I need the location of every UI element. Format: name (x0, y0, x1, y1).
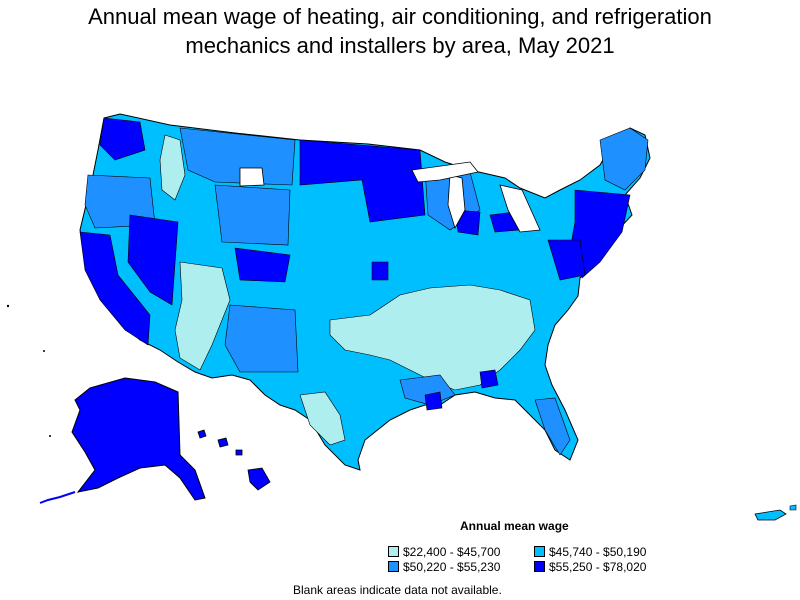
lake-huron-erie (499, 184, 541, 233)
hawaii-island-1 (197, 429, 207, 439)
map-title-line-2: mechanics and installers by area, May 20… (185, 33, 615, 58)
legend-item-low: $22,400 - $45,700 (388, 546, 500, 558)
legend-label-mid-high: $50,220 - $55,230 (403, 560, 501, 574)
region-high-kansas-city (371, 261, 389, 281)
offshore-dot-3 (49, 435, 51, 437)
map-title: Annual mean wage of heating, air conditi… (0, 2, 800, 60)
region-mid-oregon (84, 174, 156, 229)
hawaii-island-2 (217, 437, 229, 448)
region-high-minnesota (299, 139, 426, 223)
region-mid-newmexico (224, 304, 299, 373)
virgin-islands-shape (789, 504, 797, 511)
region-high-california (79, 231, 151, 346)
hawaii-island-3 (235, 449, 243, 456)
lake-michigan (447, 174, 466, 230)
legend-item-mid-high: $50,220 - $55,230 (388, 561, 500, 573)
puerto-rico-shape (754, 509, 787, 521)
offshore-dot-1 (6, 304, 10, 308)
region-high-newengland (569, 189, 631, 279)
alaska-shape (71, 377, 206, 501)
alaska-aleutians (39, 491, 76, 504)
legend-swatch-mid-high (388, 561, 399, 572)
legend-label-low: $22,400 - $45,700 (403, 545, 501, 559)
region-high-nevada (127, 214, 179, 306)
region-mid-gulf (399, 374, 456, 406)
legend-title: Annual mean wage (460, 519, 569, 533)
region-low-southwest (174, 261, 231, 371)
region-high-atlanta (479, 369, 499, 389)
legend-swatch-low (388, 546, 399, 557)
legend-label-mid-low: $45,740 - $50,190 (549, 545, 647, 559)
lake-superior (411, 161, 479, 183)
legend-swatch-high (534, 561, 545, 572)
region-high-midatlantic (547, 239, 586, 281)
region-low-texas (299, 391, 346, 446)
legend-label-high: $55,250 - $78,020 (549, 560, 647, 574)
offshore-dot-2 (43, 350, 45, 352)
region-mid-florida (534, 397, 571, 456)
map-title-line-1: Annual mean wage of heating, air conditi… (88, 4, 712, 29)
legend-swatch-mid-low (534, 546, 545, 557)
region-low-south (329, 284, 536, 391)
region-mid-wyoming (214, 184, 291, 246)
blank-areas-note: Blank areas indicate data not available. (293, 583, 502, 597)
region-high-washington (99, 117, 146, 161)
blank-area-montana (239, 167, 265, 187)
region-low-idaho (159, 134, 186, 201)
hawaii-island-4 (247, 467, 271, 491)
region-mid-northeast (599, 127, 649, 191)
region-high-colorado (234, 247, 291, 283)
legend-item-high: $55,250 - $78,020 (534, 561, 646, 573)
legend-item-mid-low: $45,740 - $50,190 (534, 546, 646, 558)
region-high-louisiana (424, 391, 443, 411)
